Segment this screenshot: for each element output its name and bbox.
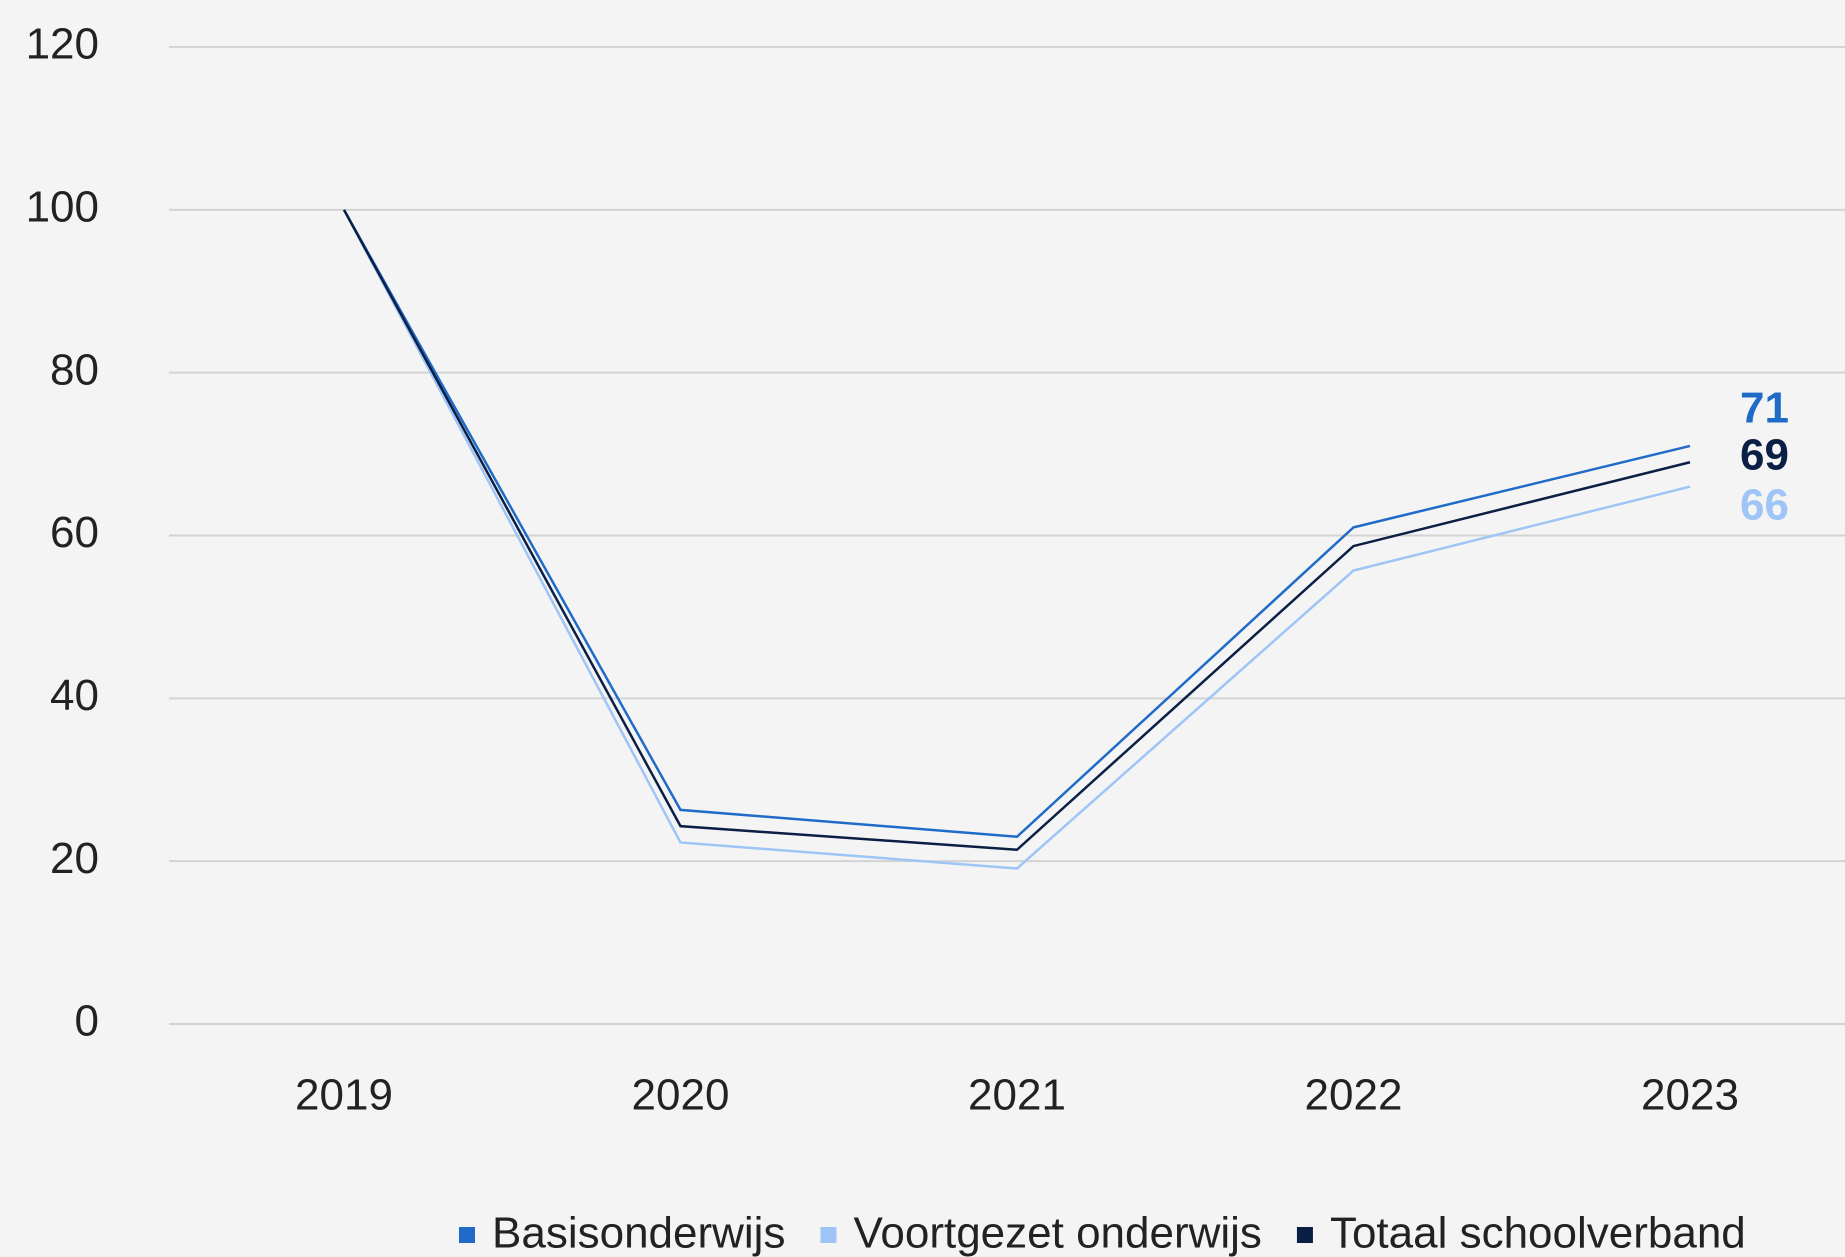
data-label: 66 <box>1740 481 1789 530</box>
x-tick-label: 2020 <box>632 1071 730 1120</box>
legend-swatch <box>1296 1227 1313 1243</box>
y-tick-label: 40 <box>50 671 99 720</box>
y-tick-label: 120 <box>26 20 99 69</box>
series-line <box>342 209 1691 870</box>
legend-label: Basisonderwijs <box>492 1209 785 1257</box>
y-tick-label: 20 <box>50 834 99 883</box>
x-tick-label: 2022 <box>1305 1071 1403 1120</box>
data-label: 71 <box>1740 384 1789 433</box>
series-line <box>342 209 1691 852</box>
y-tick-label: 0 <box>75 997 99 1046</box>
x-tick-label: 2021 <box>968 1071 1066 1120</box>
y-tick-label: 60 <box>50 508 99 557</box>
data-label: 69 <box>1740 431 1789 480</box>
series-line <box>342 209 1691 839</box>
x-tick-label: 2019 <box>295 1071 393 1120</box>
legend-label: Voortgezet onderwijs <box>853 1209 1261 1257</box>
legend-swatch <box>459 1227 475 1243</box>
y-tick-label: 100 <box>26 182 99 231</box>
legend-swatch <box>820 1227 837 1243</box>
y-tick-label: 80 <box>50 345 99 394</box>
x-tick-label: 2023 <box>1641 1071 1739 1120</box>
legend-label: Totaal schoolverband <box>1330 1209 1746 1257</box>
